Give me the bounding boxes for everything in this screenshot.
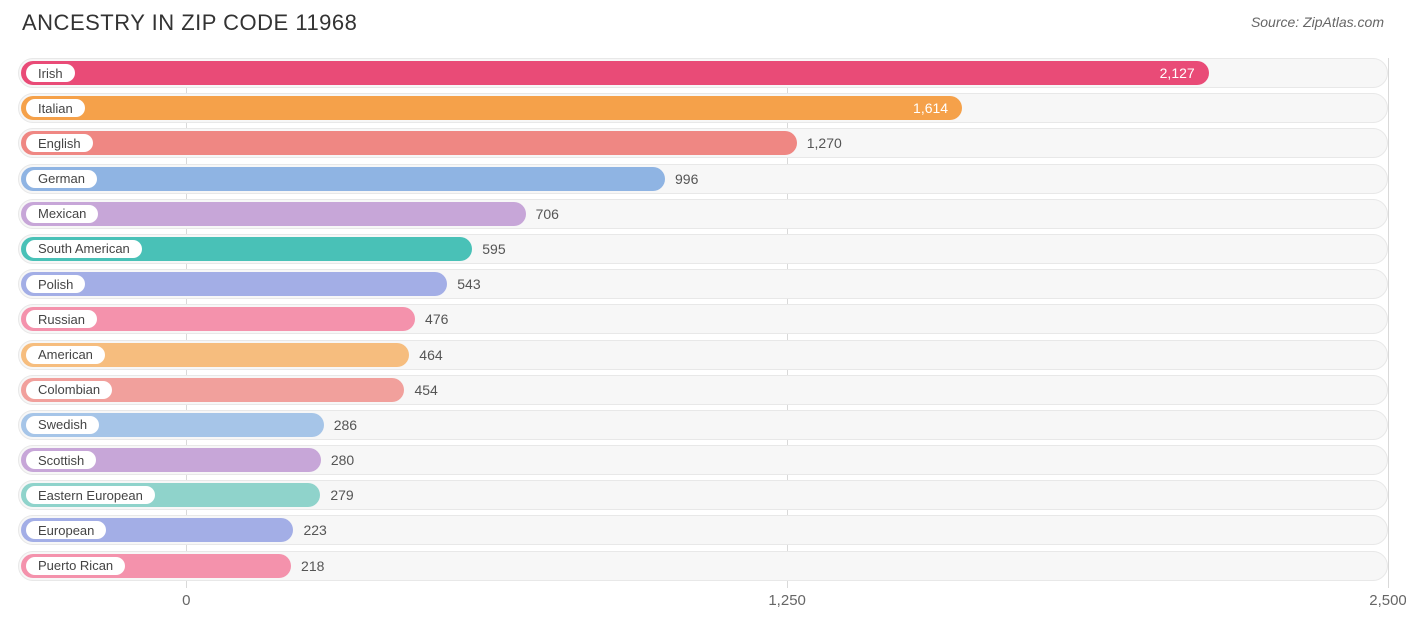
bar-category-label: South American	[26, 240, 142, 258]
bar-value-label: 1,270	[797, 128, 842, 158]
bar-row: Scottish 280	[18, 445, 1388, 475]
bar-row: Irish2,127	[18, 58, 1388, 88]
bar-row: Puerto Rican 218	[18, 551, 1388, 581]
bar-value-label: 595	[472, 234, 505, 264]
bar-category-label: Polish	[26, 275, 85, 293]
bar-value-label: 476	[415, 304, 448, 334]
x-axis: 01,2502,500	[18, 592, 1388, 622]
bar-row: Mexican 706	[18, 199, 1388, 229]
bar-row: European 223	[18, 515, 1388, 545]
bar-fill	[21, 167, 665, 191]
bar-value-label: 706	[526, 199, 559, 229]
chart-title: ANCESTRY IN ZIP CODE 11968	[22, 10, 357, 36]
bar-category-label: Russian	[26, 310, 97, 328]
axis-tick-label: 0	[182, 592, 190, 609]
bar-value-label: 1,614	[21, 93, 962, 123]
bar-row: American 464	[18, 340, 1388, 370]
bar-row: Italian1,614	[18, 93, 1388, 123]
gridline	[1388, 58, 1389, 588]
bar-row: Eastern European 279	[18, 480, 1388, 510]
bar-value-label: 223	[293, 515, 326, 545]
bar-fill	[21, 131, 797, 155]
bar-value-label: 279	[320, 480, 353, 510]
bar-category-label: Scottish	[26, 451, 96, 469]
bar-row: English 1,270	[18, 128, 1388, 158]
chart-source: Source: ZipAtlas.com	[1251, 10, 1384, 30]
bar-row: Polish 543	[18, 269, 1388, 299]
bar-value-label: 454	[404, 375, 437, 405]
bar-value-label: 2,127	[21, 58, 1209, 88]
bar-category-label: American	[26, 346, 105, 364]
bar-value-label: 286	[324, 410, 357, 440]
axis-tick-label: 2,500	[1369, 592, 1406, 609]
bar-category-label: German	[26, 170, 97, 188]
chart-plot-area: Irish2,127 Italian1,614 English 1,270 German…	[18, 58, 1388, 588]
bar-value-label: 218	[291, 551, 324, 581]
bar-row: South American 595	[18, 234, 1388, 264]
bar-category-label: Puerto Rican	[26, 557, 125, 575]
bar-category-label: European	[26, 521, 106, 539]
bar-category-label: Colombian	[26, 381, 112, 399]
bar-category-label: Swedish	[26, 416, 99, 434]
chart-header: ANCESTRY IN ZIP CODE 11968 Source: ZipAt…	[0, 0, 1406, 36]
bar-value-label: 464	[409, 340, 442, 370]
bar-category-label: English	[26, 134, 93, 152]
bar-row: Russian 476	[18, 304, 1388, 334]
bar-category-label: Eastern European	[26, 486, 155, 504]
bar-value-label: 543	[447, 269, 480, 299]
bar-row: Colombian 454	[18, 375, 1388, 405]
bar-value-label: 280	[321, 445, 354, 475]
bar-row: German 996	[18, 164, 1388, 194]
axis-tick-label: 1,250	[768, 592, 806, 609]
bar-value-label: 996	[665, 164, 698, 194]
bar-category-label: Mexican	[26, 205, 98, 223]
bar-row: Swedish 286	[18, 410, 1388, 440]
